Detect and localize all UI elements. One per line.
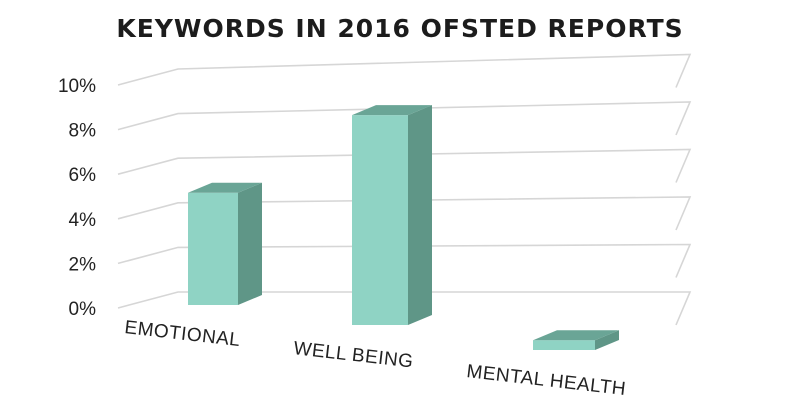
gridline bbox=[117, 53, 692, 88]
bar-side bbox=[238, 182, 262, 305]
y-tick-label: 8% bbox=[69, 121, 97, 142]
chart-title: KEYWORDS IN 2016 OFSTED REPORTS bbox=[116, 14, 684, 43]
category-label: WELL BEING bbox=[292, 338, 414, 373]
category-label: MENTAL HEALTH bbox=[465, 361, 627, 400]
bar bbox=[188, 182, 262, 305]
gridlines bbox=[117, 53, 692, 326]
bar-top bbox=[533, 330, 619, 341]
bar-side bbox=[408, 105, 432, 325]
bar bbox=[533, 330, 619, 350]
gridline bbox=[117, 196, 692, 231]
gridline bbox=[117, 243, 692, 278]
bar bbox=[352, 105, 432, 325]
category-label: EMOTIONAL bbox=[123, 317, 241, 351]
y-tick-label: 10% bbox=[58, 76, 96, 97]
bar-front bbox=[188, 192, 238, 305]
gridline bbox=[117, 148, 692, 183]
y-axis-tick-labels: 0% 2% 4% 6% 8% 10% bbox=[58, 76, 96, 320]
bar-top bbox=[352, 105, 432, 116]
category-labels: EMOTIONAL WELL BEING MENTAL HEALTH bbox=[123, 317, 627, 400]
y-tick-label: 2% bbox=[69, 254, 97, 275]
bar-front bbox=[533, 340, 595, 350]
gridline bbox=[117, 291, 692, 326]
bar-front bbox=[352, 115, 408, 325]
y-tick-label: 6% bbox=[69, 165, 97, 186]
y-tick-label: 0% bbox=[69, 299, 97, 320]
y-tick-label: 4% bbox=[69, 210, 97, 231]
bar-top bbox=[188, 182, 262, 193]
bar-side bbox=[595, 330, 619, 350]
bars bbox=[188, 105, 619, 350]
gridline bbox=[117, 101, 692, 136]
